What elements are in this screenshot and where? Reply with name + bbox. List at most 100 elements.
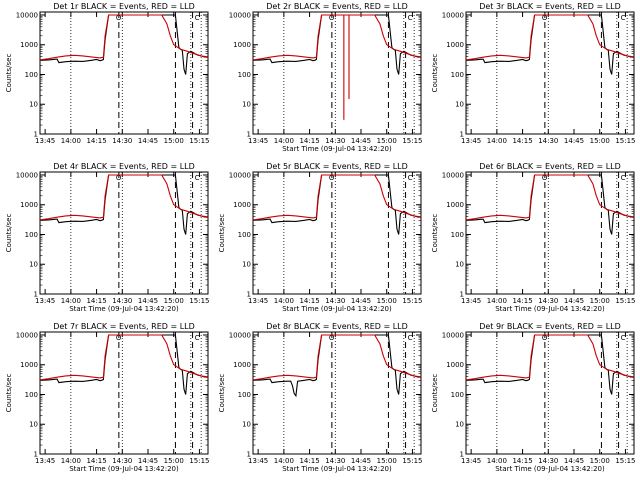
y-tick-label: 100 [238,231,251,239]
x-tick-label: 14:45 [564,457,584,465]
x-tick-label: 15:00 [590,137,610,145]
y-tick-label: 10 [242,101,251,109]
y-tick-label: 100 [451,71,464,79]
plot-frame [39,331,209,455]
x-tick-label: 14:45 [351,457,371,465]
x-tick-label: 13:45 [461,137,481,145]
x-tick-label: 14:45 [138,137,158,145]
y-axis-label: Counts/sec [5,374,13,413]
series-lld [465,174,635,221]
panel-title: Det 8r BLACK = Events, RED = LLD [266,322,408,331]
x-tick-label: 14:00 [274,457,294,465]
x-tick-label: 14:30 [538,457,558,465]
x-tick-label: 14:15 [86,137,106,145]
y-tick-label: 10000 [229,11,251,19]
y-tick-label: 1000 [20,41,38,49]
panel-det-4: Det 4r BLACK = Events, RED = LLD O C 10000 1… [5,162,210,313]
x-tick-label: 14:15 [299,137,319,145]
y-tick-label: 1 [34,451,38,459]
x-tick-label: 14:00 [487,137,507,145]
series-events [252,14,422,75]
x-tick-label: 14:00 [61,297,81,305]
y-tick-label: 10000 [442,11,464,19]
y-tick-label: 10000 [229,171,251,179]
y-tick-label: 10 [455,101,464,109]
y-tick-label: 1000 [233,41,251,49]
y-tick-label: 1000 [446,201,464,209]
series-events [465,334,635,395]
marker-c: C [195,14,200,22]
marker-c: C [408,14,413,22]
marker-o: O [542,174,548,182]
y-tick-label: 1 [34,131,38,139]
x-axis-label: Start Time (09-Jul-04 13:42:20) [69,305,179,313]
panel-title: Det 3r BLACK = Events, RED = LLD [479,2,621,11]
series-lld [465,334,635,381]
marker-o: O [542,334,548,342]
marker-o: O [329,14,335,22]
x-tick-label: 15:15 [189,137,209,145]
marker-o: O [116,174,122,182]
x-axis-label: Start Time (09-Jul-04 13:42:20) [282,145,392,153]
series-events [465,174,635,235]
y-tick-label: 100 [451,231,464,239]
y-axis-label: Counts/sec [431,374,439,413]
series-lld [39,14,209,61]
y-tick-label: 1 [247,451,251,459]
x-tick-label: 14:30 [538,297,558,305]
x-tick-label: 15:15 [402,457,422,465]
x-tick-label: 14:15 [86,457,106,465]
y-tick-label: 1000 [446,361,464,369]
y-tick-label: 10 [29,261,38,269]
x-tick-label: 14:00 [487,457,507,465]
panel-det-6: Det 6r BLACK = Events, RED = LLD O C 10000 1… [431,162,636,313]
x-tick-label: 14:15 [512,137,532,145]
marker-o: O [116,334,122,342]
x-tick-label: 14:15 [299,457,319,465]
y-tick-label: 10000 [442,171,464,179]
panel-det-9: Det 9r BLACK = Events, RED = LLD O C 10000 1… [431,322,636,473]
y-tick-label: 10000 [16,331,38,339]
plot-frame [465,171,635,295]
y-tick-label: 10 [29,421,38,429]
x-tick-label: 14:45 [351,297,371,305]
panel-title: Det 7r BLACK = Events, RED = LLD [53,322,195,331]
x-tick-label: 14:45 [138,457,158,465]
series-events [39,174,209,235]
series-lld [252,334,422,381]
marker-o: O [329,174,335,182]
x-tick-label: 15:15 [402,297,422,305]
x-tick-label: 15:15 [402,137,422,145]
y-tick-label: 1000 [20,201,38,209]
x-tick-label: 15:00 [377,297,397,305]
y-tick-label: 1000 [233,201,251,209]
series-events [252,174,422,235]
x-tick-label: 14:00 [274,137,294,145]
y-tick-label: 10 [242,421,251,429]
series-lld [39,334,209,381]
x-tick-label: 14:00 [61,137,81,145]
y-tick-label: 1 [247,131,251,139]
x-axis-label: Start Time (09-Jul-04 13:42:20) [282,465,392,473]
x-tick-label: 15:00 [377,137,397,145]
y-tick-label: 10000 [16,171,38,179]
x-tick-label: 13:45 [35,137,55,145]
panel-title: Det 6r BLACK = Events, RED = LLD [479,162,621,171]
y-tick-label: 1000 [233,361,251,369]
series-lld [252,14,422,61]
panel-det-3: Det 3r BLACK = Events, RED = LLD O C 10000 1… [431,2,636,145]
marker-c: C [195,334,200,342]
x-axis-label: Start Time (09-Jul-04 13:42:20) [495,305,605,313]
x-tick-label: 13:45 [248,457,268,465]
marker-c: C [621,174,626,182]
x-tick-label: 14:00 [61,457,81,465]
y-tick-label: 100 [25,231,38,239]
y-axis-label: Counts/sec [5,214,13,253]
x-axis-label: Start Time (09-Jul-04 13:42:20) [495,465,605,473]
panel-det-8: Det 8r BLACK = Events, RED = LLD O C 10000 1… [218,322,423,473]
marker-c: C [195,174,200,182]
x-tick-label: 14:30 [325,137,345,145]
x-tick-label: 14:45 [564,137,584,145]
plot-frame [465,11,635,135]
